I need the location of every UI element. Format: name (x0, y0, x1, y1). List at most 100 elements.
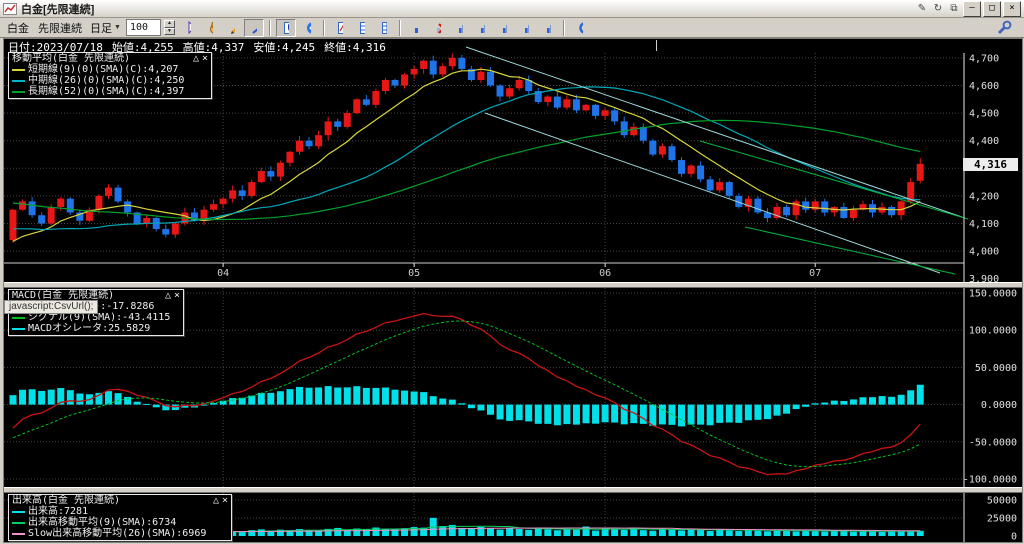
last-price-tag: 4,316 (963, 158, 1018, 171)
layout-5-icon[interactable]: 5 (538, 19, 558, 37)
layout-3-icon[interactable]: 3 (494, 19, 514, 37)
bar-count-stepper[interactable]: ▲ ▼ (163, 20, 175, 35)
title-bar[interactable]: 白金[先限連続] ✎ ↻ ⧉ — □ × (0, 0, 1024, 18)
scroll-mode-icon[interactable] (298, 19, 318, 37)
legend-row: MACDオシレータ:25.5829 (12, 323, 180, 334)
legend-swatch-icon (12, 90, 25, 93)
axes: 4,700 4,600 4,500 4,400 4,200 4,100 4,000 3,900… (4, 53, 1017, 542)
layout-1-icon[interactable]: 1 (450, 19, 470, 37)
down-trendline-lower[interactable] (484, 112, 941, 274)
toolbar-separator (322, 19, 325, 36)
legend-swatch-icon (12, 68, 25, 71)
status-segment: 始値:4,255 (111, 41, 174, 54)
close-button[interactable]: × (1003, 0, 1021, 17)
legend-label: 短期線(9)(0)(SMA)(C):4,207 (28, 64, 179, 75)
legend-label: Slow出来高移動平均(26)(SMA):6969 (28, 528, 207, 539)
reload-icon[interactable] (570, 19, 590, 37)
y-axis-label: 50.0000 (975, 363, 1017, 374)
y-axis-label: 4,400 (969, 136, 999, 147)
legend-swatch-icon (12, 316, 25, 319)
legend-swatch-icon (12, 521, 25, 524)
cursor-tool-icon[interactable] (178, 19, 198, 37)
settings-wrench-icon[interactable] (996, 20, 1012, 36)
legend-collapse-icon[interactable]: △ (212, 495, 219, 506)
green-trendline-1[interactable] (699, 140, 969, 220)
grid-rows-icon[interactable] (352, 19, 372, 37)
x-axis-month-label: 05 (408, 268, 420, 279)
legend-collapse-icon[interactable]: △ (192, 53, 199, 64)
status-url-tooltip: javascript:CsvUrl(); (4, 300, 99, 314)
y-axis-label: 150.0000 (969, 289, 1017, 300)
y-axis-label: 25000 (987, 514, 1017, 525)
y-axis-label: 0.0000 (981, 400, 1017, 411)
grid-table-icon[interactable] (374, 19, 394, 37)
new-chart-window-icon (337, 21, 343, 34)
y-axis-label: -100.0000 (963, 475, 1017, 486)
pan-hand-icon[interactable] (200, 19, 220, 37)
layout-2-icon[interactable]: 2 (472, 19, 492, 37)
legend-label: 出来高移動平均(9)(SMA):6734 (28, 517, 177, 528)
toolbar-separator (398, 19, 401, 36)
ma-legend: 移動平均(白金 先限連続) △ × 短期線(9)(0)(SMA)(C):4,207… (8, 52, 212, 99)
chart-type-dropdown-icon[interactable] (406, 19, 426, 37)
pane-splitter[interactable] (4, 487, 1022, 493)
legend-label: 長期線(52)(0)(SMA)(C):4,397 (28, 86, 185, 97)
timeframe-value: 日足 (90, 22, 112, 35)
legend-close-icon[interactable]: × (173, 290, 180, 301)
trendline-tool-icon[interactable] (243, 18, 264, 37)
legend-swatch-icon (12, 79, 25, 82)
maximize-button[interactable]: □ (983, 0, 1001, 17)
bar-count-input[interactable]: 100 (125, 19, 161, 36)
status-divider (656, 40, 657, 51)
chart-area[interactable]: 4,700 4,600 4,500 4,400 4,200 4,100 4,000 3,900… (3, 38, 1023, 543)
draw-pencil-icon[interactable] (222, 19, 242, 37)
toolbar-separator (562, 19, 565, 36)
green-trendline-2[interactable] (744, 226, 956, 275)
toolbar-separator (268, 19, 271, 36)
y-axis-label: 4,000 (969, 247, 999, 258)
legend-close-icon[interactable]: × (221, 495, 228, 506)
chart-select-icon[interactable] (275, 18, 296, 37)
layout-4-icon[interactable]: 4 (516, 19, 536, 37)
legend-row: 中期線(26)(0)(SMA)(C):4,250 (12, 75, 208, 86)
legend-close-icon[interactable]: × (201, 53, 208, 64)
macd-histogram (9, 384, 924, 427)
legend-swatch-icon (12, 327, 25, 330)
layout-4-icon: 4 (524, 24, 529, 33)
toolbar-buttons: 1 2 3 4 5 (178, 18, 590, 37)
pane-splitter[interactable] (4, 282, 1022, 288)
window-refresh-icon[interactable]: ↻ (933, 3, 943, 14)
legend-row: 短期線(9)(0)(SMA)(C):4,207 (12, 64, 208, 75)
new-chart-window-icon[interactable] (330, 19, 350, 37)
legend-collapse-icon[interactable]: △ (164, 290, 171, 301)
price-ma-lines (12, 68, 921, 242)
chart-type-dropdown-icon (414, 27, 418, 33)
annotate-icon[interactable]: ✎ (917, 3, 927, 14)
minimize-button[interactable]: — (963, 0, 981, 17)
legend-row: 出来高移動平均(9)(SMA):6734 (12, 517, 228, 528)
legend-label: 出来高:7281 (28, 506, 89, 517)
stepper-up-icon[interactable]: ▲ (163, 20, 175, 28)
y-axis-label: 0 (1011, 532, 1017, 543)
delete-indicator-icon[interactable] (428, 19, 448, 37)
layout-3-icon: 3 (502, 24, 507, 33)
y-axis-label: 100.0000 (969, 326, 1017, 337)
down-trendline-upper[interactable] (465, 46, 963, 218)
y-axis-label: 4,700 (969, 53, 999, 64)
stepper-down-icon[interactable]: ▼ (163, 27, 175, 35)
layout-5-icon: 5 (546, 24, 551, 33)
layout-1-icon: 1 (458, 24, 463, 33)
y-axis-label: 3,900 (969, 274, 999, 285)
macd-lines (12, 312, 921, 476)
draw-pencil-icon (230, 27, 235, 34)
legend-row: 長期線(52)(0)(SMA)(C):4,397 (12, 86, 208, 97)
contract-label: 先限連続 (38, 22, 82, 35)
legend-row: Slow出来高移動平均(26)(SMA):6969 (12, 528, 228, 539)
status-segment: 終値:4,316 (324, 41, 386, 54)
status-segment: 日付:2023/07/18 (8, 41, 103, 54)
legend-row: シグナル(9)(SMA):-43.4115 (12, 312, 180, 323)
cascade-icon[interactable]: ⧉ (950, 3, 958, 14)
timeframe-dropdown[interactable]: 日足 ▼ (90, 20, 121, 36)
ma-legend-title: 移動平均(白金 先限連続) (12, 53, 131, 64)
